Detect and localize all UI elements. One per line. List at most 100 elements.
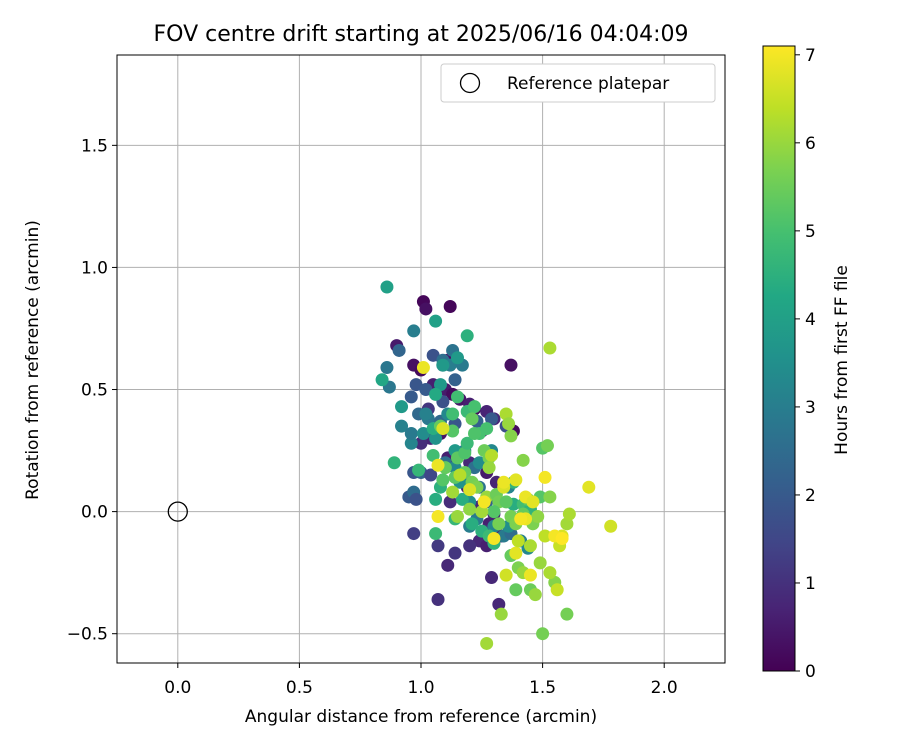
data-point <box>480 636 494 650</box>
data-point <box>450 509 464 523</box>
data-point <box>446 485 460 499</box>
reference-marker-group <box>167 501 188 522</box>
data-point <box>380 280 394 294</box>
data-point <box>431 539 445 553</box>
data-point <box>497 475 511 489</box>
data-point <box>431 593 445 607</box>
colorbar-tick-label: 0 <box>805 662 816 682</box>
data-point <box>404 426 418 440</box>
data-point <box>531 509 545 523</box>
data-point <box>487 505 501 519</box>
data-point <box>543 490 557 504</box>
data-points <box>375 280 618 650</box>
x-axis-label: Angular distance from reference (arcmin) <box>245 707 597 727</box>
data-point <box>550 583 564 597</box>
data-point <box>485 412 499 426</box>
colorbar-ticks: 0 1 2 3 4 5 6 7 <box>795 46 816 682</box>
data-point <box>538 470 552 484</box>
data-point <box>387 456 401 470</box>
data-point <box>414 436 428 450</box>
data-point <box>463 483 477 497</box>
colorbar-tick-label: 5 <box>805 222 816 242</box>
colorbar-gradient <box>762 45 796 672</box>
data-point <box>468 400 482 414</box>
data-point <box>562 507 576 521</box>
data-point <box>494 607 508 621</box>
data-point <box>460 329 474 343</box>
data-point <box>509 546 523 560</box>
data-point <box>409 378 423 392</box>
data-point <box>533 556 547 570</box>
reference-platepar-marker <box>167 501 188 522</box>
data-point <box>419 383 433 397</box>
data-point <box>431 458 445 472</box>
data-point <box>441 558 455 572</box>
data-point <box>499 495 513 509</box>
data-point <box>499 568 513 582</box>
data-point <box>499 407 513 421</box>
data-point <box>463 539 477 553</box>
data-point <box>485 571 499 585</box>
x-axis-ticks: 0.0 0.5 1.0 1.5 2.0 <box>164 663 678 698</box>
data-point <box>407 527 421 541</box>
data-point <box>560 517 574 531</box>
data-point <box>407 324 421 338</box>
data-point <box>492 597 506 611</box>
data-point <box>509 583 523 597</box>
data-point <box>560 607 574 621</box>
data-point <box>446 407 460 421</box>
data-point <box>455 492 469 506</box>
x-tick-label: 2.0 <box>651 678 678 698</box>
legend-entry-label: Reference platepar <box>507 74 669 94</box>
data-point <box>516 453 530 467</box>
data-point <box>375 373 389 387</box>
y-axis-label: Rotation from reference (arcmin) <box>23 220 43 500</box>
data-point <box>416 361 430 375</box>
data-point <box>429 387 443 401</box>
colorbar-tick-label: 4 <box>805 310 816 330</box>
data-point <box>492 517 506 531</box>
data-point <box>528 588 542 602</box>
data-point <box>416 426 430 440</box>
y-axis-ticks: −0.5 0.0 0.5 1.0 1.5 <box>67 136 117 645</box>
data-point <box>475 505 489 519</box>
data-point <box>523 539 537 553</box>
data-point <box>463 502 477 516</box>
y-tick-label: 0.0 <box>81 503 108 523</box>
data-point <box>443 495 457 509</box>
data-point <box>433 378 447 392</box>
data-point <box>395 419 409 433</box>
legend-box <box>440 63 716 103</box>
grid-lines <box>117 55 725 663</box>
x-tick-label: 1.5 <box>529 678 556 698</box>
data-point <box>453 468 467 482</box>
data-point <box>543 566 557 580</box>
data-point <box>431 509 445 523</box>
y-tick-label: −0.5 <box>67 625 108 645</box>
data-point <box>429 431 443 445</box>
data-point <box>514 512 528 526</box>
data-point <box>465 517 479 531</box>
data-point <box>458 446 472 460</box>
legend-marker-icon <box>459 72 481 94</box>
data-point <box>543 341 557 355</box>
data-point <box>429 314 443 328</box>
data-point <box>468 426 482 440</box>
data-point <box>482 461 496 475</box>
colorbar-tick-label: 7 <box>805 46 816 66</box>
x-tick-label: 1.0 <box>407 678 434 698</box>
data-point <box>419 407 433 421</box>
legend: Reference platepar <box>440 63 716 103</box>
data-point <box>538 529 552 543</box>
data-point <box>419 302 433 316</box>
data-point <box>446 424 460 438</box>
data-point <box>526 495 540 509</box>
data-point <box>436 358 450 372</box>
data-point <box>448 373 462 387</box>
data-point <box>450 390 464 404</box>
data-point <box>429 527 443 541</box>
colorbar-tick-label: 6 <box>805 134 816 154</box>
data-point <box>395 400 409 414</box>
data-point <box>487 531 501 545</box>
